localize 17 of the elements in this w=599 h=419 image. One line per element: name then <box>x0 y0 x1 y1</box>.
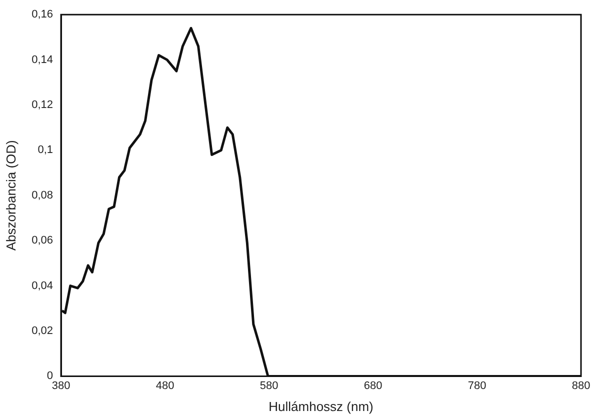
x-tick-label: 780 <box>468 380 486 392</box>
y-tick-label: 0,08 <box>32 189 54 202</box>
y-tick-label: 0,1 <box>38 144 54 156</box>
x-tick-label: 380 <box>52 380 70 392</box>
x-tick-label: 580 <box>260 380 278 392</box>
y-tick-label: 0 <box>46 370 54 382</box>
y-tick-label: 0,06 <box>32 234 54 247</box>
x-tick-label: 880 <box>572 380 590 392</box>
y-tick-label: 0,02 <box>32 325 54 338</box>
y-tick-label: 0,14 <box>32 54 54 66</box>
y-tick-label: 0,12 <box>32 99 54 112</box>
x-axis-title: Hullámhossz (nm) <box>268 398 374 414</box>
x-tick-label: 480 <box>156 380 174 392</box>
y-tick-label: 0,04 <box>32 280 54 292</box>
x-tick-label: 680 <box>364 380 382 392</box>
y-tick-label: 0,16 <box>32 8 54 21</box>
y-axis-title: Abszorbancia (OD) <box>3 140 18 251</box>
